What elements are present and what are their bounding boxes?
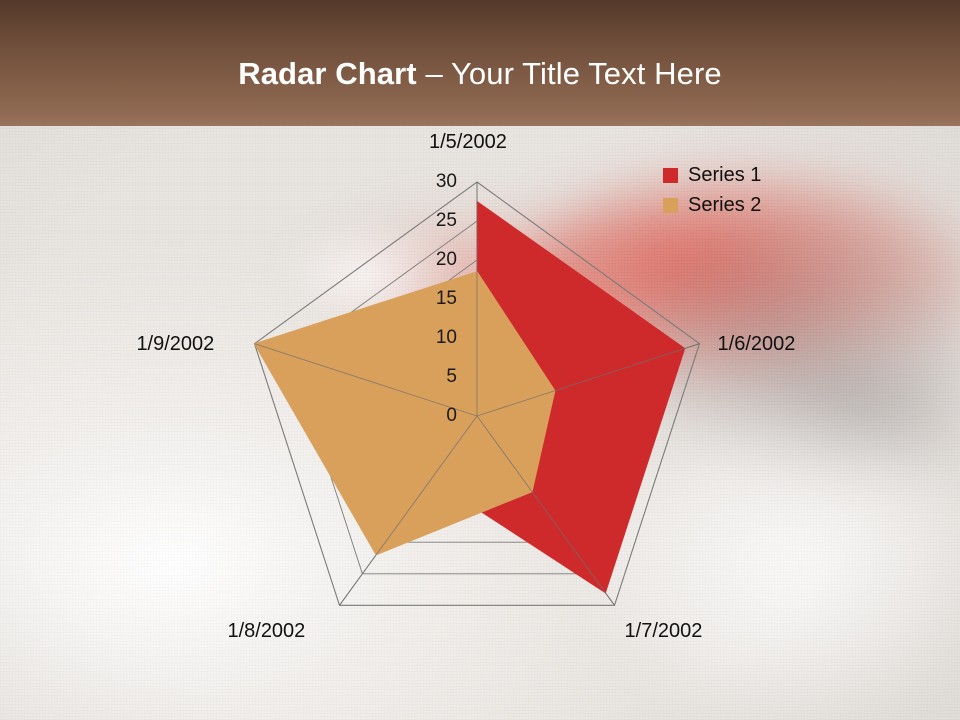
radar-chart: 0 5 10 15 20 25 30 1/5/2002 1/6/2002 1/7/2002 1/8… [0, 126, 960, 720]
legend-label-series-1: Series 1 [688, 164, 762, 186]
radar-tick-label-5: 5 [446, 366, 457, 387]
radar-area-series-2 [253, 271, 556, 556]
radar-spoke-overlay-3 [339, 415, 478, 606]
radar-series-group [253, 182, 700, 606]
radar-tick-label-10: 10 [435, 327, 457, 348]
chart-legend: Series 1 Series 2 [663, 160, 761, 220]
legend-item-series-1[interactable]: Series 1 [663, 160, 761, 190]
radar-tick-label-0: 0 [446, 405, 457, 426]
radar-tick-label-15: 15 [435, 288, 457, 309]
radar-spoke-overlay-1 [476, 343, 700, 417]
background-blur-white [600, 420, 960, 710]
radar-chart-svg [253, 181, 701, 606]
radar-category-label-1-6-2002: 1/6/2002 [717, 332, 796, 355]
page-title: Radar Chart – Your Title Text Here [0, 55, 960, 93]
page-title-rest: – Your Title Text Here [416, 56, 722, 91]
page-title-strong: Radar Chart [238, 56, 417, 91]
legend-swatch-series-2 [663, 197, 678, 213]
header-band: Radar Chart – Your Title Text Here [0, 0, 960, 126]
radar-ring-30 [253, 181, 701, 606]
radar-spoke-overlay-2 [476, 415, 615, 606]
radar-category-label-1-7-2002: 1/7/2002 [624, 620, 703, 643]
legend-item-series-2[interactable]: Series 2 [663, 190, 761, 220]
radar-tick-label-20: 20 [435, 249, 457, 270]
radar-spoke-overlay-4 [254, 343, 478, 417]
radar-category-label-1-9-2002: 1/9/2002 [136, 332, 215, 355]
radar-tick-label-30: 30 [435, 171, 457, 192]
legend-label-series-2: Series 2 [688, 194, 762, 216]
radar-tick-label-25: 25 [435, 210, 457, 231]
legend-swatch-series-1 [663, 167, 678, 183]
radar-category-label-1-5-2002: 1/5/2002 [429, 131, 507, 153]
radar-category-label-1-8-2002: 1/8/2002 [227, 620, 306, 643]
